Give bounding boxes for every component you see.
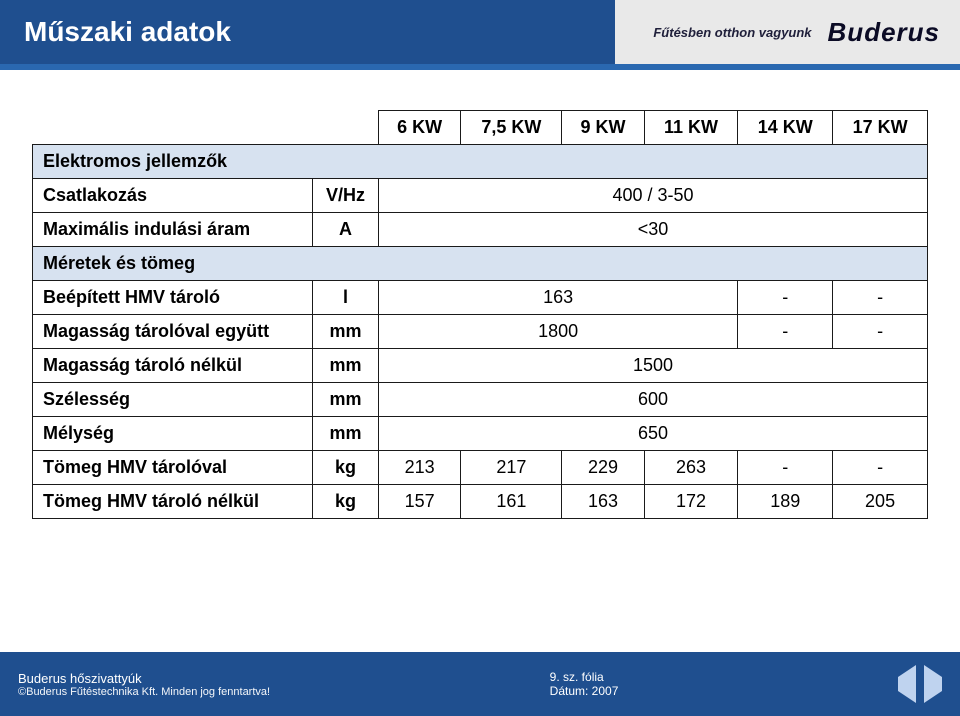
col-header: 7,5 KW	[461, 111, 562, 145]
row-value: 1800	[379, 315, 738, 349]
section-label: Méretek és tömeg	[33, 247, 928, 281]
table-row: Magasság tárolóval együtt mm 1800 - -	[33, 315, 928, 349]
col-header: 14 KW	[738, 111, 833, 145]
row-value: -	[833, 451, 928, 485]
col-header: 11 KW	[644, 111, 738, 145]
spec-table: 6 KW 7,5 KW 9 KW 11 KW 14 KW 17 KW Elekt…	[32, 110, 928, 519]
row-value: -	[738, 281, 833, 315]
row-label: Mélység	[33, 417, 313, 451]
content-area: 6 KW 7,5 KW 9 KW 11 KW 14 KW 17 KW Elekt…	[0, 70, 960, 652]
footer-mid: 9. sz. fólia Dátum: 2007	[550, 670, 619, 698]
row-value: -	[738, 315, 833, 349]
row-label: Beépített HMV tároló	[33, 281, 313, 315]
row-value: 189	[738, 485, 833, 519]
table-row: Mélység mm 650	[33, 417, 928, 451]
section-row-electrical: Elektromos jellemzők	[33, 145, 928, 179]
triangle-left-icon	[898, 665, 916, 703]
row-value: -	[833, 315, 928, 349]
row-value: -	[833, 281, 928, 315]
table-header-row: 6 KW 7,5 KW 9 KW 11 KW 14 KW 17 KW	[33, 111, 928, 145]
row-unit: l	[313, 281, 379, 315]
section-label: Elektromos jellemzők	[33, 145, 928, 179]
row-unit: mm	[313, 315, 379, 349]
brand-tagline: Fűtésben otthon vagyunk	[653, 25, 811, 40]
table-row: Magasság tároló nélkül mm 1500	[33, 349, 928, 383]
brand-logo-text: Buderus	[828, 17, 940, 48]
nav-prev-button[interactable]	[898, 677, 916, 691]
table-row: Beépített HMV tároló l 163 - -	[33, 281, 928, 315]
row-label: Szélesség	[33, 383, 313, 417]
footer-copyright: ©Buderus Fűtéstechnika Kft. Minden jog f…	[18, 686, 270, 698]
table-row: Tömeg HMV tárolóval kg 213 217 229 263 -…	[33, 451, 928, 485]
header-brand-area: Fűtésben otthon vagyunk Buderus	[615, 0, 960, 64]
slide-header: Műszaki adatok Fűtésben otthon vagyunk B…	[0, 0, 960, 64]
col-header: 6 KW	[379, 111, 461, 145]
col-header: 17 KW	[833, 111, 928, 145]
row-unit: kg	[313, 485, 379, 519]
row-unit: kg	[313, 451, 379, 485]
row-value: 229	[562, 451, 644, 485]
table-row: Csatlakozás V/Hz 400 / 3-50	[33, 179, 928, 213]
row-value: 217	[461, 451, 562, 485]
row-value: 172	[644, 485, 738, 519]
row-unit: V/Hz	[313, 179, 379, 213]
row-value: 163	[562, 485, 644, 519]
row-value: 205	[833, 485, 928, 519]
row-label: Magasság tároló nélkül	[33, 349, 313, 383]
row-label: Csatlakozás	[33, 179, 313, 213]
row-value: 650	[379, 417, 928, 451]
row-value: 213	[379, 451, 461, 485]
col-header: 9 KW	[562, 111, 644, 145]
footer-left: Buderus hőszivattyúk ©Buderus Fűtéstechn…	[18, 671, 270, 698]
row-value: <30	[379, 213, 928, 247]
row-value: 161	[461, 485, 562, 519]
row-value: 263	[644, 451, 738, 485]
row-unit: mm	[313, 417, 379, 451]
row-value: 157	[379, 485, 461, 519]
triangle-right-icon	[924, 665, 942, 703]
nav-next-button[interactable]	[924, 677, 942, 691]
footer-date: Dátum: 2007	[550, 684, 619, 698]
footer-title: Buderus hőszivattyúk	[18, 671, 270, 686]
row-value: 163	[379, 281, 738, 315]
row-label: Maximális indulási áram	[33, 213, 313, 247]
row-label: Magasság tárolóval együtt	[33, 315, 313, 349]
row-unit: mm	[313, 383, 379, 417]
table-row: Tömeg HMV tároló nélkül kg 157 161 163 1…	[33, 485, 928, 519]
footer-nav	[898, 677, 942, 691]
footer-slide-number: 9. sz. fólia	[550, 670, 619, 684]
row-label: Tömeg HMV tároló nélkül	[33, 485, 313, 519]
row-label: Tömeg HMV tárolóval	[33, 451, 313, 485]
row-unit: A	[313, 213, 379, 247]
page-title: Műszaki adatok	[24, 16, 231, 48]
slide-footer: Buderus hőszivattyúk ©Buderus Fűtéstechn…	[0, 652, 960, 716]
row-unit: mm	[313, 349, 379, 383]
row-value: 600	[379, 383, 928, 417]
table-row: Maximális indulási áram A <30	[33, 213, 928, 247]
header-title-area: Műszaki adatok	[0, 0, 615, 64]
table-header-blank	[33, 111, 379, 145]
table-row: Szélesség mm 600	[33, 383, 928, 417]
row-value: -	[738, 451, 833, 485]
section-row-dimensions: Méretek és tömeg	[33, 247, 928, 281]
row-value: 1500	[379, 349, 928, 383]
row-value: 400 / 3-50	[379, 179, 928, 213]
